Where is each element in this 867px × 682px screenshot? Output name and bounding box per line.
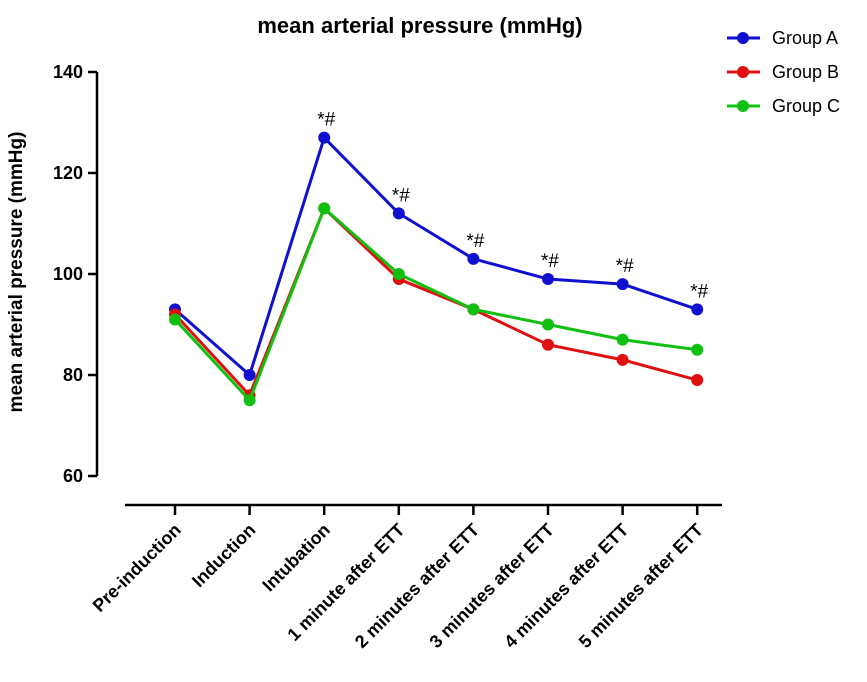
x-tick-label: 3 minutes after ETT [426, 520, 558, 652]
significance-annotation: *# [541, 251, 559, 272]
series-layer [169, 131, 704, 407]
data-point [467, 303, 480, 316]
data-point [691, 303, 704, 316]
data-point [542, 273, 554, 286]
data-point [318, 131, 331, 144]
series-group-a [169, 131, 704, 381]
x-tick-label: Intubation [258, 520, 334, 596]
legend-item: Group B [727, 62, 839, 82]
y-tick-label: 60 [63, 466, 83, 486]
data-point [616, 333, 629, 346]
legend-marker [737, 32, 749, 44]
data-point [392, 268, 405, 280]
data-point [616, 278, 629, 291]
data-point [616, 353, 629, 366]
y-axis: 60 80 100 120 140 [53, 62, 99, 486]
series-line [173, 206, 698, 397]
annotation-layer: *# *# *# *# *# *# [317, 110, 708, 303]
x-tick-label: 4 minutes after ETT [500, 520, 632, 652]
y-tick-label: 120 [53, 163, 83, 183]
x-tick-label: 2 minutes after ETT [351, 520, 483, 652]
data-point [392, 207, 405, 220]
legend-label: Group A [772, 28, 838, 48]
x-tick-label: Induction [188, 520, 259, 591]
significance-annotation: *# [392, 185, 410, 206]
legend-item: Group C [727, 96, 840, 116]
series-group-c [169, 202, 704, 407]
legend-item: Group A [727, 28, 838, 48]
data-point [169, 313, 181, 326]
y-tick-label: 100 [53, 264, 83, 284]
y-axis-label: mean arterial pressure (mmHg) [6, 132, 27, 413]
legend-marker [737, 100, 749, 112]
significance-annotation: *# [317, 110, 335, 131]
data-point [243, 369, 256, 381]
significance-annotation: *# [690, 281, 708, 302]
significance-annotation: *# [616, 256, 634, 277]
series-line [174, 136, 698, 377]
y-tick-label: 140 [53, 62, 83, 82]
data-point [542, 338, 554, 351]
data-point [318, 202, 331, 215]
data-point [243, 394, 256, 407]
x-tick-label: 5 minutes after ETT [575, 520, 707, 652]
x-tick-label: Pre-induction [89, 520, 185, 616]
data-point [691, 374, 704, 387]
legend-label: Group C [772, 96, 840, 116]
data-point [542, 318, 554, 331]
data-point [467, 252, 480, 265]
significance-annotation: *# [466, 231, 484, 252]
series-line [173, 206, 698, 402]
y-tick-label: 80 [63, 365, 83, 385]
legend-label: Group B [772, 62, 839, 82]
data-point [691, 343, 704, 356]
legend-marker [737, 66, 749, 78]
legend: Group A Group B Group C [727, 28, 840, 116]
chart-title: mean arterial pressure (mmHg) [257, 13, 582, 38]
